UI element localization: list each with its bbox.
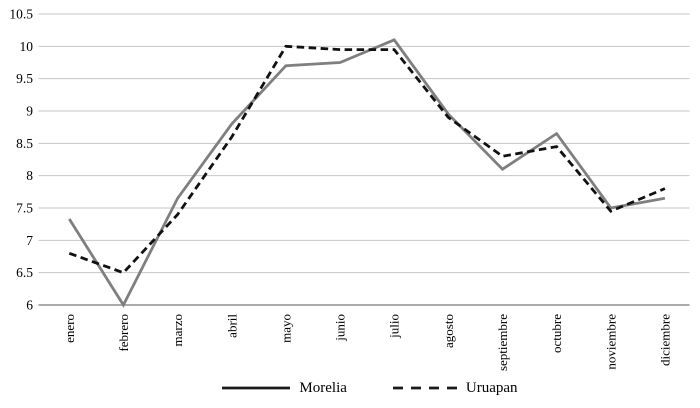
legend-dashed-line-swatch [392, 386, 457, 390]
series-line-morelia [68, 38, 666, 308]
y-tick-label: 9.5 [16, 71, 33, 86]
y-tick-label: 10 [20, 39, 34, 54]
x-tick-label: febrero [116, 314, 131, 352]
x-tick-label: junio [333, 314, 348, 342]
legend-item-morelia: Morelia [222, 379, 347, 397]
y-tick-label: 9 [26, 104, 33, 119]
legend-label-uruapan: Uruapan [465, 379, 518, 396]
legend-solid-line-swatch [222, 386, 291, 390]
x-tick-label: mayo [278, 314, 293, 343]
x-tick-label: abril [224, 314, 239, 338]
y-tick-label: 7.5 [16, 201, 33, 216]
y-tick-label: 6 [26, 298, 33, 313]
y-tick-label: 8.5 [16, 136, 33, 151]
x-tick-label: agosto [441, 314, 456, 348]
x-tick-label: julio [387, 314, 402, 339]
y-tick-label: 7 [26, 233, 33, 248]
x-tick-label: marzo [170, 314, 185, 346]
x-tick-label: enero [62, 314, 77, 343]
y-tick-label: 8 [26, 168, 33, 183]
x-tick-label: diciembre [657, 314, 672, 366]
x-tick-label: noviembre [603, 314, 618, 370]
legend-label-morelia: Morelia [299, 379, 347, 396]
legend-item-uruapan: Uruapan [392, 379, 518, 397]
series-line-uruapan [68, 44, 666, 275]
y-tick-label: 6.5 [16, 265, 33, 280]
chart-legend: Morelia Uruapan [20, 377, 700, 399]
y-tick-label: 10.5 [9, 7, 33, 22]
x-tick-label: octubre [549, 314, 564, 353]
x-tick-label: septiembre [495, 314, 510, 371]
